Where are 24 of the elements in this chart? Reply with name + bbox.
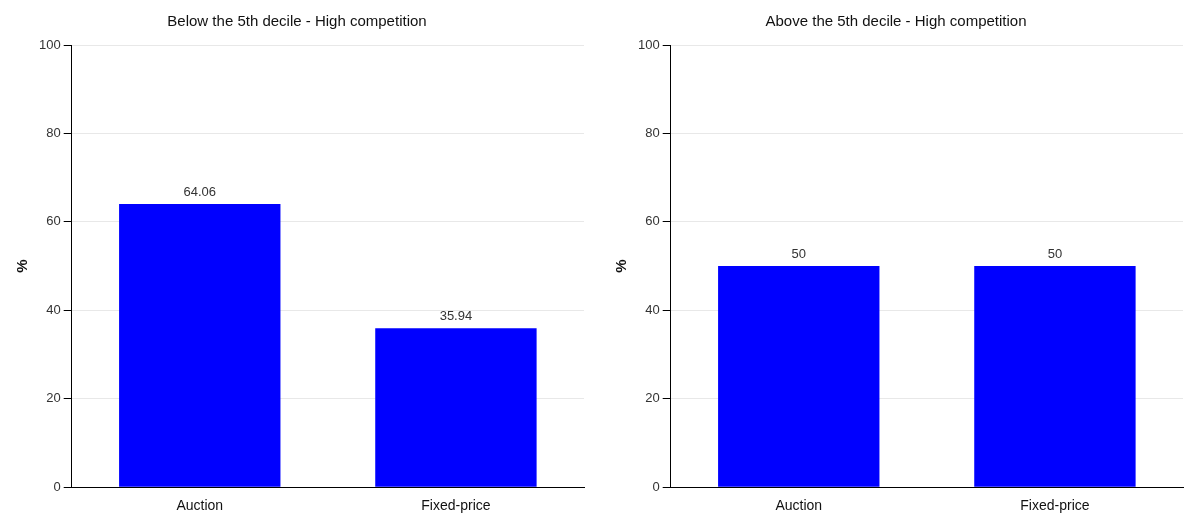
- data-label: 64.06: [183, 184, 217, 199]
- x-tick-label: Fixed-price: [1020, 497, 1090, 514]
- x-tick-label: Fixed-price: [421, 497, 491, 514]
- chart-title: Above the 5th decile - High competition: [765, 12, 1027, 30]
- y-tick-label: 100: [38, 36, 61, 52]
- y-tick-label: 60: [645, 213, 660, 229]
- y-tick-label: 40: [46, 301, 61, 317]
- y-tick-label: 80: [645, 125, 660, 141]
- y-tick-label: 0: [53, 478, 61, 494]
- data-label: 50: [791, 246, 806, 262]
- y-tick-label: 20: [46, 390, 61, 406]
- x-tick-label: Auction: [176, 497, 224, 514]
- y-tick-label: 100: [637, 36, 660, 52]
- y-tick-label: 0: [652, 478, 660, 494]
- data-label: 50: [1047, 246, 1063, 262]
- data-label: 35.94: [439, 308, 473, 324]
- y-axis-title: %: [612, 259, 630, 273]
- y-tick-label: 60: [46, 213, 61, 229]
- x-tick-label: Auction: [775, 497, 823, 514]
- y-tick-label: 40: [645, 301, 660, 317]
- y-tick-label: 20: [645, 390, 660, 406]
- y-axis-title: %: [13, 259, 31, 273]
- chart-title: Below the 5th decile - High competition: [167, 12, 427, 30]
- y-tick-label: 80: [46, 125, 61, 141]
